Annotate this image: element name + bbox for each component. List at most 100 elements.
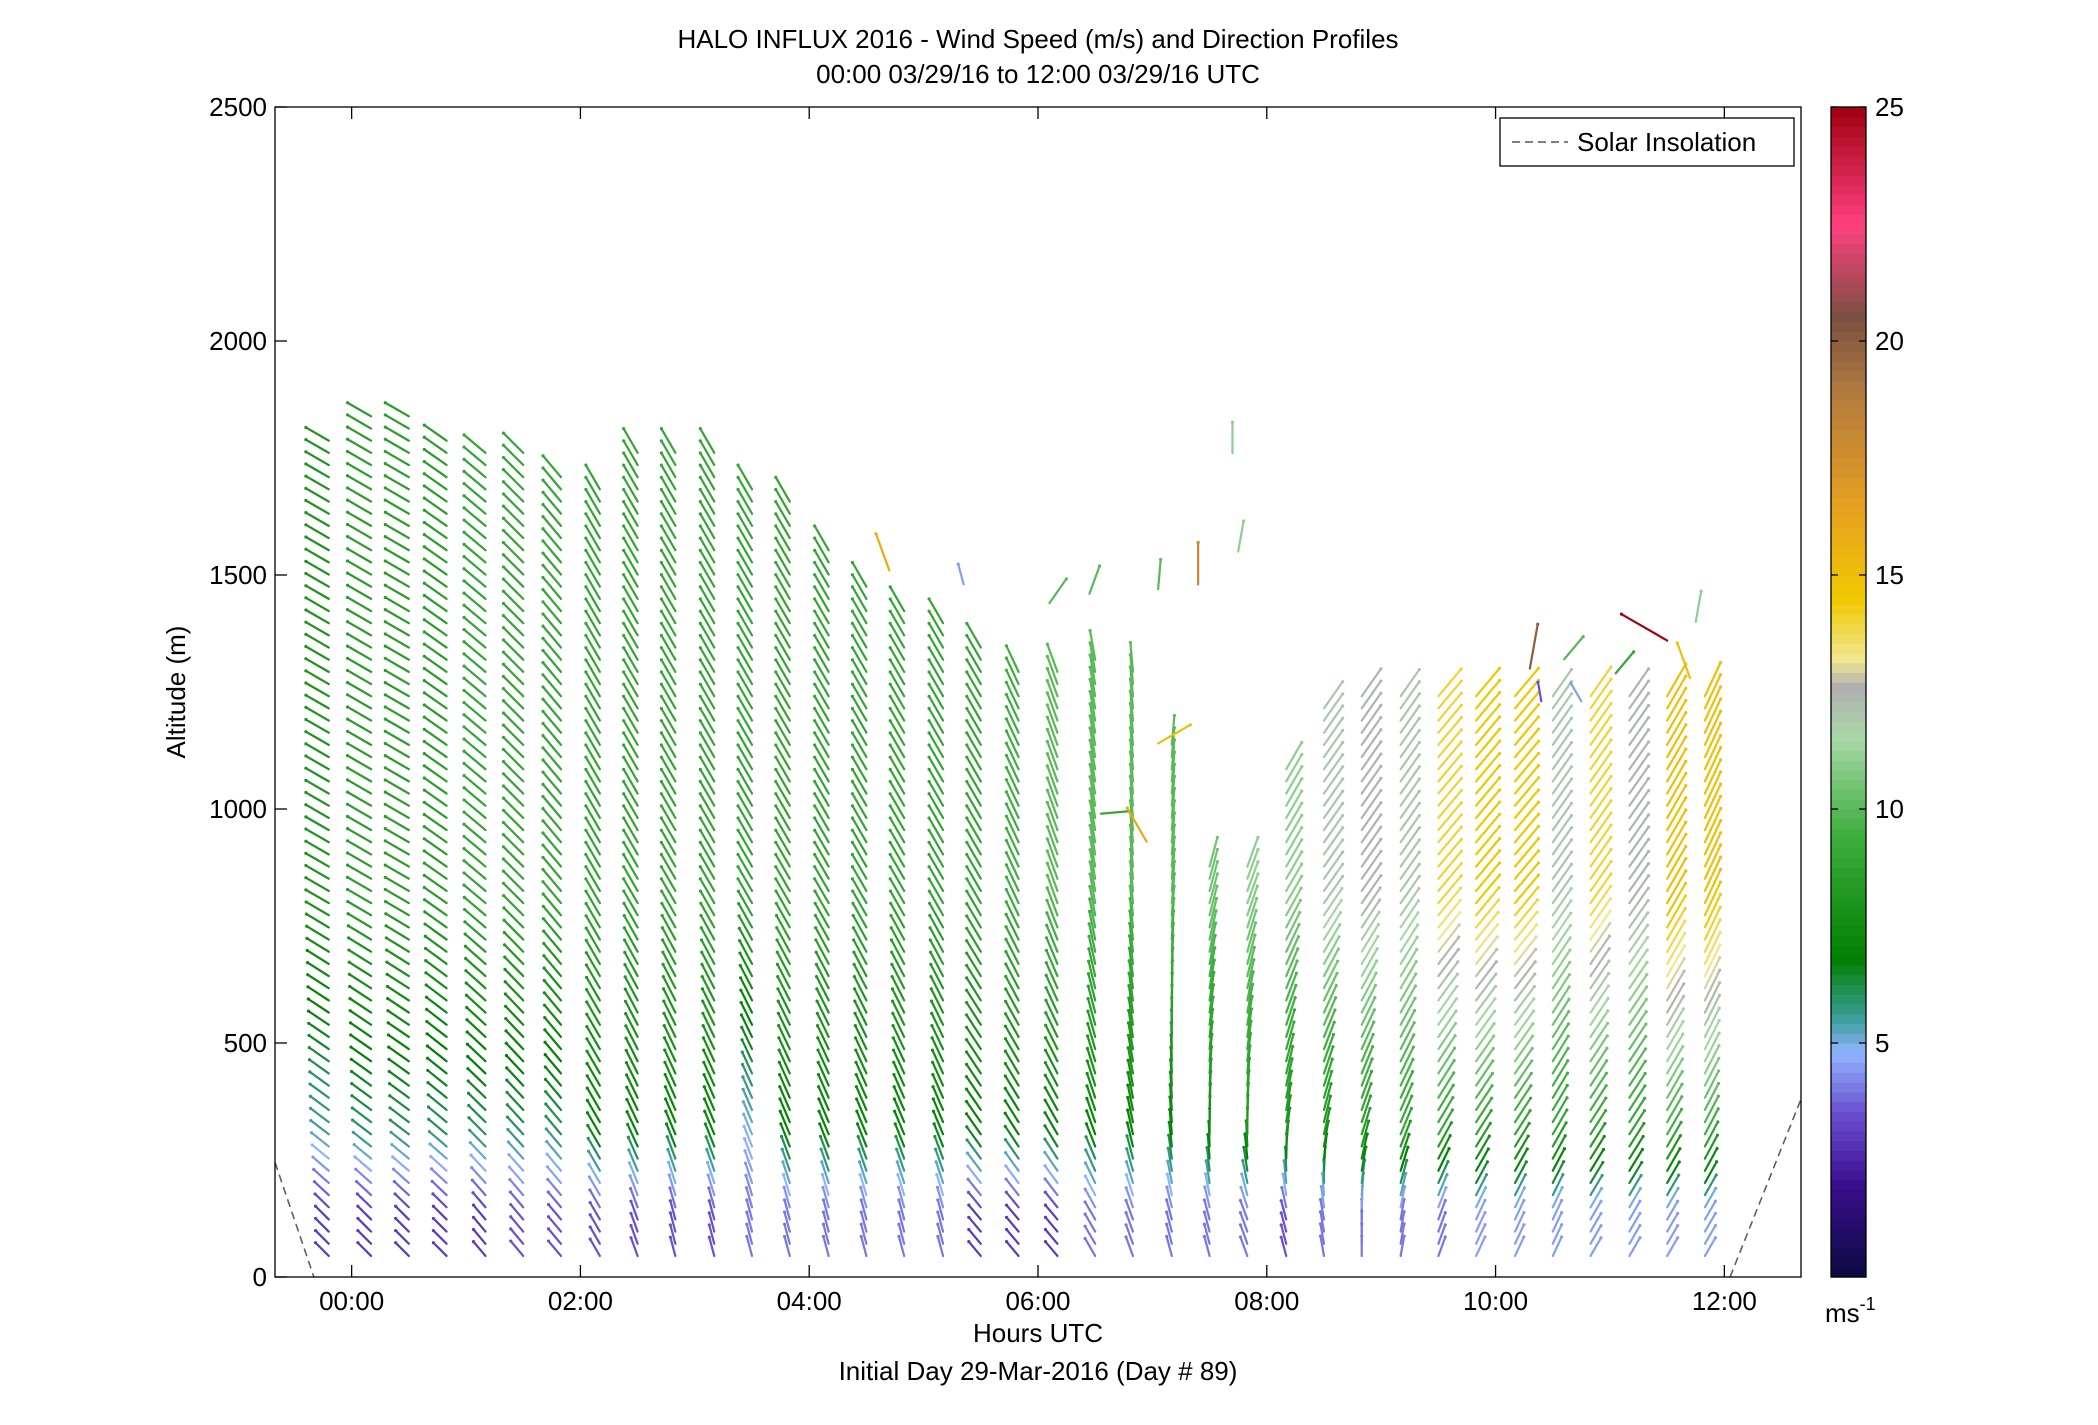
wind-barb <box>736 829 754 856</box>
wind-barb <box>1285 911 1301 941</box>
wind-barb-head <box>628 1186 633 1191</box>
wind-barb <box>813 646 830 673</box>
wind-barb <box>423 606 448 625</box>
wind-barb-head <box>964 1050 969 1054</box>
wind-barb-head <box>501 674 506 679</box>
wind-barb-head <box>426 1093 430 1097</box>
wind-barb-head <box>501 455 506 460</box>
wind-barb <box>305 925 330 941</box>
wind-barb <box>1703 868 1722 905</box>
wind-barb <box>699 512 716 540</box>
wind-barb-head <box>422 423 426 427</box>
wind-barb-head <box>424 959 428 963</box>
wind-barb-head <box>890 987 894 991</box>
wind-barb-head <box>965 743 969 747</box>
wind-barb <box>314 1229 330 1245</box>
wind-barb-head <box>501 735 506 739</box>
wind-barb-head <box>1535 898 1540 902</box>
wind-barb <box>927 695 945 722</box>
wind-barb <box>1666 1121 1683 1148</box>
wind-barb <box>736 853 754 880</box>
wind-barb <box>660 804 677 832</box>
wind-barb-head <box>1417 813 1421 818</box>
wind-barb-head <box>736 621 740 625</box>
wind-barb <box>1085 1084 1097 1112</box>
wind-barb <box>1475 1223 1487 1245</box>
wind-barb-head <box>622 743 626 747</box>
wind-barb-head <box>1298 910 1302 915</box>
wind-barb <box>1703 746 1722 783</box>
wind-barb-head <box>1409 1106 1413 1111</box>
wind-barb <box>1513 960 1537 990</box>
wind-barb-head <box>1568 923 1573 928</box>
wind-barb-head <box>888 670 892 674</box>
wind-barb-head <box>392 1179 396 1184</box>
wind-barb <box>432 1205 448 1221</box>
wind-barb-head <box>1459 715 1463 720</box>
wind-barb <box>384 681 410 698</box>
x-tick-label: 04:00 <box>777 1286 842 1316</box>
wind-barb <box>736 731 754 759</box>
wind-barb-head <box>1088 738 1092 742</box>
wind-barb <box>304 876 330 893</box>
wind-barb-head <box>584 743 588 747</box>
wind-barb-head <box>383 547 387 551</box>
wind-barb <box>502 736 525 759</box>
wind-barb <box>586 1099 601 1124</box>
wind-barb-head <box>304 462 308 466</box>
wind-barb <box>1551 777 1573 807</box>
wind-barb-head <box>462 713 466 717</box>
wind-barb-head <box>927 706 931 711</box>
wind-barb <box>384 888 410 905</box>
wind-barb-head <box>1417 789 1421 793</box>
wind-barb-head <box>698 560 702 565</box>
wind-barb-head <box>501 869 506 873</box>
wind-barb-head <box>775 938 779 942</box>
wind-barb-head <box>774 828 778 832</box>
wind-barb-head <box>698 755 702 759</box>
colorbar-swatch <box>1831 497 1866 508</box>
wind-barb <box>384 462 410 479</box>
wind-barb-head <box>1599 1199 1603 1203</box>
wind-barb-head <box>1085 1034 1090 1038</box>
wind-barb <box>854 1024 868 1051</box>
wind-barb-head <box>622 536 626 540</box>
wind-barb-head <box>965 767 969 771</box>
wind-barb <box>584 610 601 637</box>
wind-barb <box>349 1046 373 1063</box>
colorbar-swatch <box>1831 253 1866 264</box>
wind-barb-head <box>1528 1096 1533 1100</box>
wind-barb <box>462 482 487 503</box>
wind-barb-head <box>1529 1071 1533 1075</box>
wind-barb <box>1513 874 1540 905</box>
wind-barb-head <box>1124 1235 1128 1239</box>
wind-barb <box>1475 1109 1493 1136</box>
wind-barb-head <box>659 487 663 492</box>
wind-barb <box>1666 1045 1684 1075</box>
wind-barb-head <box>1088 860 1092 864</box>
wind-barb-head <box>1716 1120 1720 1124</box>
wind-barb <box>585 939 601 966</box>
wind-barb-head <box>850 658 855 662</box>
wind-barb <box>384 413 410 430</box>
wind-barb-head <box>383 863 387 867</box>
wind-barb <box>702 1048 716 1075</box>
wind-barb-head <box>699 926 703 930</box>
wind-barb <box>1437 899 1462 929</box>
wind-barb-head <box>778 1085 782 1089</box>
wind-barb-head <box>462 615 466 620</box>
wind-barb-isolated <box>1614 650 1635 675</box>
wind-barb <box>346 864 373 880</box>
wind-barb <box>816 1036 830 1063</box>
wind-barb <box>1005 778 1020 807</box>
wind-barb-head <box>1536 849 1541 853</box>
wind-barb <box>384 766 410 783</box>
wind-barb <box>1551 924 1572 953</box>
wind-barb-head <box>1443 1198 1447 1203</box>
wind-barb-head <box>1330 1069 1334 1074</box>
wind-barb-head <box>541 515 545 519</box>
wind-barb <box>853 1012 868 1039</box>
wind-barb <box>668 1174 677 1197</box>
wind-barb <box>465 1006 487 1026</box>
wind-barb-head <box>1417 886 1421 891</box>
